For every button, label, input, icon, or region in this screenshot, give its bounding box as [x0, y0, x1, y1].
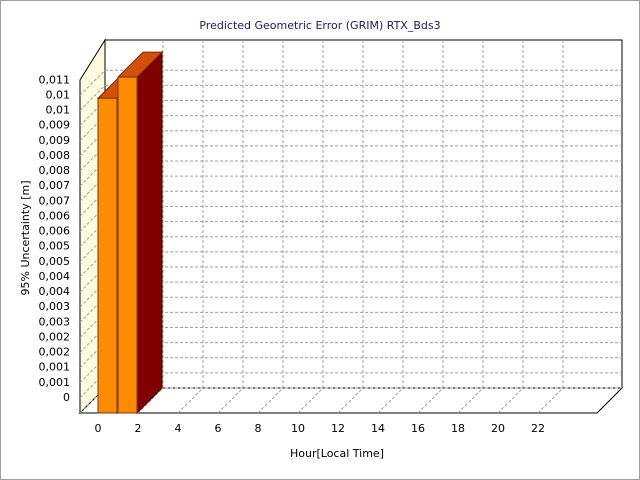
grid-line	[79, 160, 106, 187]
grid-line	[79, 130, 106, 157]
grid-line	[537, 387, 564, 414]
x-tick-label: 2	[135, 422, 142, 435]
grid-line	[377, 387, 404, 414]
grid-line	[79, 85, 106, 111]
x-tick-label: 20	[491, 422, 505, 435]
x-tick-label: 18	[451, 422, 465, 435]
y-tick-label: 0,007	[39, 179, 71, 192]
grid-line	[79, 387, 106, 414]
grid-line	[79, 221, 106, 247]
y-tick-label: 0,003	[39, 300, 71, 313]
y-tick-label: 0,009	[39, 119, 71, 132]
floor	[78, 387, 624, 414]
grid-line	[337, 387, 364, 414]
grid-line	[79, 100, 106, 126]
x-axis-label: Hour[Local Time]	[290, 447, 384, 460]
bar	[97, 97, 118, 414]
grid-line	[79, 372, 106, 399]
grid-line	[79, 206, 106, 232]
grid-line	[79, 236, 106, 263]
x-tick-label: 8	[255, 422, 262, 435]
y-tick-label: 0,005	[39, 240, 71, 253]
grid-line	[79, 327, 106, 353]
grid-line	[79, 281, 106, 308]
grid-line	[79, 342, 106, 368]
y-tick-label: 0,008	[39, 149, 71, 162]
grid-line	[79, 115, 106, 142]
y-tick-label: 0,01	[46, 88, 71, 101]
y-tick-label: 0,009	[39, 134, 71, 147]
y-tick-label: 0,001	[39, 361, 71, 374]
x-tick-label: 12	[331, 422, 345, 435]
y-tick-label: 0,003	[39, 315, 71, 328]
x-tick-label: 14	[371, 422, 385, 435]
bar-side	[136, 50, 163, 415]
y-tick-label: 0,001	[39, 376, 71, 389]
x-tick-label: 0	[95, 422, 102, 435]
x-tick-label: 16	[411, 422, 425, 435]
grid-line	[79, 311, 106, 338]
grid-line	[79, 296, 106, 323]
y-tick-label: 0,01	[46, 104, 71, 117]
grid-line	[417, 387, 444, 414]
grid-line	[79, 69, 106, 96]
y-tick-label: 0,011	[39, 73, 71, 86]
grid-line	[177, 387, 204, 414]
x-tick-label: 6	[215, 422, 222, 435]
grid-line	[79, 190, 106, 217]
y-tick-label: 0	[63, 391, 70, 404]
grid-line	[79, 175, 106, 202]
y-axis-label: 95% Uncertainty [m]	[19, 180, 32, 295]
x-tick-label: 4	[175, 422, 182, 435]
chart-title: Predicted Geometric Error (GRIM) RTX_Bds…	[199, 19, 440, 32]
x-tick-label: 10	[291, 422, 305, 435]
y-tick-label: 0,007	[39, 194, 71, 207]
y-tick-label: 0,008	[39, 164, 71, 177]
y-tick-label: 0,004	[39, 285, 71, 298]
grid-line	[297, 387, 324, 414]
grid-line	[137, 387, 164, 414]
x-tick-label: 22	[531, 422, 545, 435]
y-tick-label: 0,006	[39, 225, 71, 238]
grid-line	[79, 251, 106, 278]
bar	[117, 76, 138, 414]
y-tick-label: 0,005	[39, 255, 71, 268]
y-tick-label: 0,006	[39, 209, 71, 222]
grid-line	[79, 357, 106, 384]
grid-line	[457, 387, 484, 414]
y-tick-label: 0,004	[39, 270, 71, 283]
grid-line	[257, 387, 284, 414]
grid-line	[497, 387, 524, 414]
grid-line	[79, 266, 106, 293]
grid-line	[217, 387, 244, 414]
grid-line	[79, 145, 106, 172]
y-tick-label: 0,002	[39, 330, 71, 343]
y-tick-label: 0,002	[39, 346, 71, 359]
